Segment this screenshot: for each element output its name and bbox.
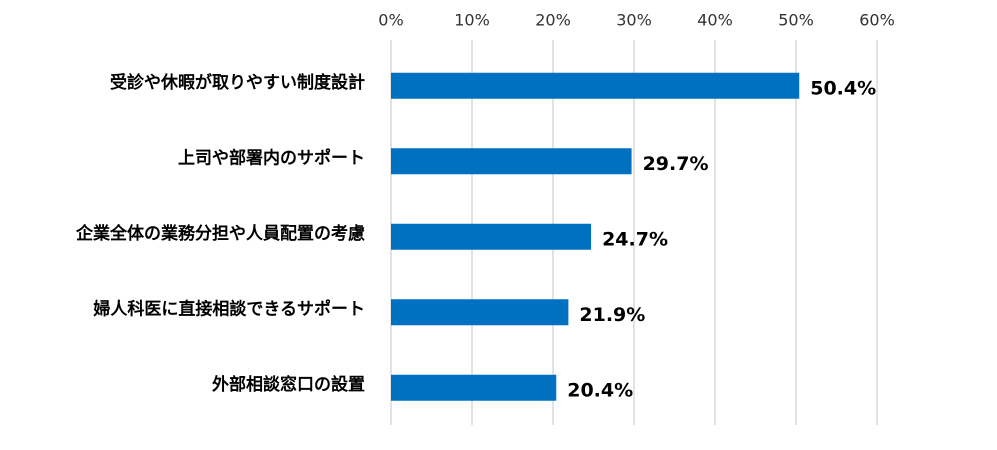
x-tick-label: 30% <box>616 11 652 30</box>
value-label: 21.9% <box>579 304 645 326</box>
bar <box>391 72 800 99</box>
category-label: 企業全体の業務分担や人員配置の考慮 <box>75 223 365 244</box>
x-tick-label: 0% <box>378 11 403 30</box>
x-tick-label: 40% <box>697 11 733 30</box>
category-label: 上司や部署内のサポート <box>178 147 365 168</box>
category-label: 受診や休暇が取りやすい制度設計 <box>110 72 365 93</box>
category-label: 婦人科医に直接相談できるサポート <box>92 298 365 319</box>
value-label: 24.7% <box>602 228 668 250</box>
value-label: 29.7% <box>643 153 709 175</box>
bar <box>391 148 632 175</box>
category-label: 外部相談窓口の設置 <box>212 374 365 395</box>
bar <box>391 374 557 401</box>
x-tick-label: 60% <box>859 11 895 30</box>
bar <box>391 223 592 250</box>
bar <box>391 299 569 326</box>
x-tick-label: 10% <box>454 11 490 30</box>
value-label: 50.4% <box>810 77 876 99</box>
x-tick-label: 20% <box>535 11 571 30</box>
x-tick-label: 50% <box>778 11 814 30</box>
value-label: 20.4% <box>567 379 633 401</box>
